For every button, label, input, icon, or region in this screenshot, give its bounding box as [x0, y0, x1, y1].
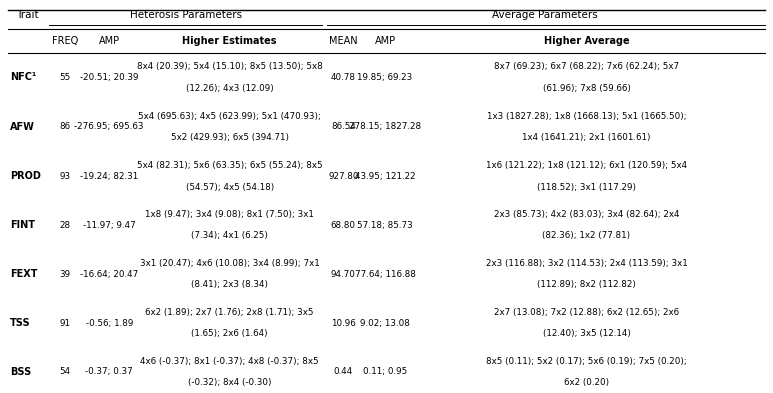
Text: BSS: BSS — [10, 367, 31, 377]
Text: 55: 55 — [60, 73, 71, 82]
Text: (112.89); 8x2 (112.82): (112.89); 8x2 (112.82) — [537, 280, 636, 289]
Text: 8x4 (20.39); 5x4 (15.10); 8x5 (13.50); 5x8: 8x4 (20.39); 5x4 (15.10); 8x5 (13.50); 5… — [137, 62, 322, 71]
Text: Trait: Trait — [16, 11, 39, 20]
Text: 91: 91 — [60, 318, 71, 327]
Text: FREQ: FREQ — [53, 36, 78, 46]
Text: AFW: AFW — [10, 122, 35, 132]
Text: 3x1 (20.47); 4x6 (10.08); 3x4 (8.99); 7x1: 3x1 (20.47); 4x6 (10.08); 3x4 (8.99); 7x… — [140, 259, 319, 268]
Text: 1x8 (9.47); 3x4 (9.08); 8x1 (7.50); 3x1: 1x8 (9.47); 3x4 (9.08); 8x1 (7.50); 3x1 — [145, 210, 314, 219]
Text: (82.36); 1x2 (77.81): (82.36); 1x2 (77.81) — [543, 231, 631, 241]
Text: MEAN: MEAN — [329, 36, 358, 46]
Text: 86.54: 86.54 — [331, 122, 356, 131]
Text: 4x6 (-0.37); 8x1 (-0.37); 4x8 (-0.37); 8x5: 4x6 (-0.37); 8x1 (-0.37); 4x8 (-0.37); 8… — [141, 356, 319, 365]
Text: (61.96); 7x8 (59.66): (61.96); 7x8 (59.66) — [543, 84, 631, 93]
Text: 40.78: 40.78 — [331, 73, 356, 82]
Text: Average Parameters: Average Parameters — [492, 11, 598, 20]
Text: 6x2 (0.20): 6x2 (0.20) — [564, 378, 609, 387]
Text: Higher Estimates: Higher Estimates — [182, 36, 277, 46]
Text: 28: 28 — [60, 221, 71, 230]
Text: 57.18; 85.73: 57.18; 85.73 — [357, 221, 413, 230]
Text: 2x3 (116.88); 3x2 (114.53); 2x4 (113.59); 3x1: 2x3 (116.88); 3x2 (114.53); 2x4 (113.59)… — [485, 259, 687, 268]
Text: (12.40); 3x5 (12.14): (12.40); 3x5 (12.14) — [543, 329, 631, 338]
Text: 1x6 (121.22); 1x8 (121.12); 6x1 (120.59); 5x4: 1x6 (121.22); 1x8 (121.12); 6x1 (120.59)… — [486, 161, 687, 170]
Text: 8x5 (0.11); 5x2 (0.17); 5x6 (0.19); 7x5 (0.20);: 8x5 (0.11); 5x2 (0.17); 5x6 (0.19); 7x5 … — [486, 356, 687, 365]
Text: (54.57); 4x5 (54.18): (54.57); 4x5 (54.18) — [186, 183, 274, 191]
Text: (12.26); 4x3 (12.09): (12.26); 4x3 (12.09) — [186, 84, 274, 93]
Text: 19.85; 69.23: 19.85; 69.23 — [357, 73, 413, 82]
Text: 6x2 (1.89); 2x7 (1.76); 2x8 (1.71); 3x5: 6x2 (1.89); 2x7 (1.76); 2x8 (1.71); 3x5 — [145, 308, 314, 317]
Text: -0.56; 1.89: -0.56; 1.89 — [86, 318, 133, 327]
Text: (118.52); 3x1 (117.29): (118.52); 3x1 (117.29) — [537, 183, 636, 191]
Text: 68.80: 68.80 — [331, 221, 356, 230]
Text: 86: 86 — [60, 122, 71, 131]
Text: 9.02; 13.08: 9.02; 13.08 — [360, 318, 410, 327]
Text: 0.44: 0.44 — [334, 367, 353, 376]
Text: FINT: FINT — [10, 220, 35, 230]
Text: 927.80: 927.80 — [328, 172, 359, 181]
Text: 278.15; 1827.28: 278.15; 1827.28 — [349, 122, 421, 131]
Text: 5x4 (695.63); 4x5 (623.99); 5x1 (470.93);: 5x4 (695.63); 4x5 (623.99); 5x1 (470.93)… — [138, 112, 321, 121]
Text: (7.34); 4x1 (6.25): (7.34); 4x1 (6.25) — [191, 231, 268, 241]
Text: -20.51; 20.39: -20.51; 20.39 — [80, 73, 138, 82]
Text: 8x7 (69.23); 6x7 (68.22); 7x6 (62.24); 5x7: 8x7 (69.23); 6x7 (68.22); 7x6 (62.24); 5… — [494, 62, 679, 71]
Text: 77.64; 116.88: 77.64; 116.88 — [355, 270, 415, 279]
Text: (1.65); 2x6 (1.64): (1.65); 2x6 (1.64) — [192, 329, 268, 338]
Text: 1x4 (1641.21); 2x1 (1601.61): 1x4 (1641.21); 2x1 (1601.61) — [523, 133, 651, 142]
Text: -0.37; 0.37: -0.37; 0.37 — [85, 367, 133, 376]
Text: 94.70: 94.70 — [331, 270, 356, 279]
Text: TSS: TSS — [10, 318, 31, 328]
Text: 1x3 (1827.28); 1x8 (1668.13); 5x1 (1665.50);: 1x3 (1827.28); 1x8 (1668.13); 5x1 (1665.… — [487, 112, 686, 121]
Text: -276.95; 695.63: -276.95; 695.63 — [74, 122, 144, 131]
Text: 5x2 (429.93); 6x5 (394.71): 5x2 (429.93); 6x5 (394.71) — [171, 133, 288, 142]
Text: Higher Average: Higher Average — [543, 36, 629, 46]
Text: -19.24; 82.31: -19.24; 82.31 — [80, 172, 138, 181]
Text: 39: 39 — [60, 270, 71, 279]
Text: PROD: PROD — [10, 171, 41, 181]
Text: Heterosis Parameters: Heterosis Parameters — [130, 11, 242, 20]
Text: 43.95; 121.22: 43.95; 121.22 — [355, 172, 415, 181]
Text: NFC¹: NFC¹ — [10, 72, 36, 82]
Text: (-0.32); 8x4 (-0.30): (-0.32); 8x4 (-0.30) — [188, 378, 271, 387]
Text: AMP: AMP — [374, 36, 396, 46]
Text: -11.97; 9.47: -11.97; 9.47 — [83, 221, 135, 230]
Text: 2x7 (13.08); 7x2 (12.88); 6x2 (12.65); 2x6: 2x7 (13.08); 7x2 (12.88); 6x2 (12.65); 2… — [494, 308, 679, 317]
Text: 5x4 (82.31); 5x6 (63.35); 6x5 (55.24); 8x5: 5x4 (82.31); 5x6 (63.35); 6x5 (55.24); 8… — [137, 161, 322, 170]
Text: FEXT: FEXT — [10, 269, 38, 279]
Text: (8.41); 2x3 (8.34): (8.41); 2x3 (8.34) — [191, 280, 268, 289]
Text: 93: 93 — [60, 172, 71, 181]
Text: 2x3 (85.73); 4x2 (83.03); 3x4 (82.64); 2x4: 2x3 (85.73); 4x2 (83.03); 3x4 (82.64); 2… — [494, 210, 679, 219]
Text: 0.11; 0.95: 0.11; 0.95 — [363, 367, 407, 376]
Text: -16.64; 20.47: -16.64; 20.47 — [80, 270, 138, 279]
Text: 54: 54 — [60, 367, 71, 376]
Text: AMP: AMP — [99, 36, 120, 46]
Text: 10.96: 10.96 — [331, 318, 356, 327]
